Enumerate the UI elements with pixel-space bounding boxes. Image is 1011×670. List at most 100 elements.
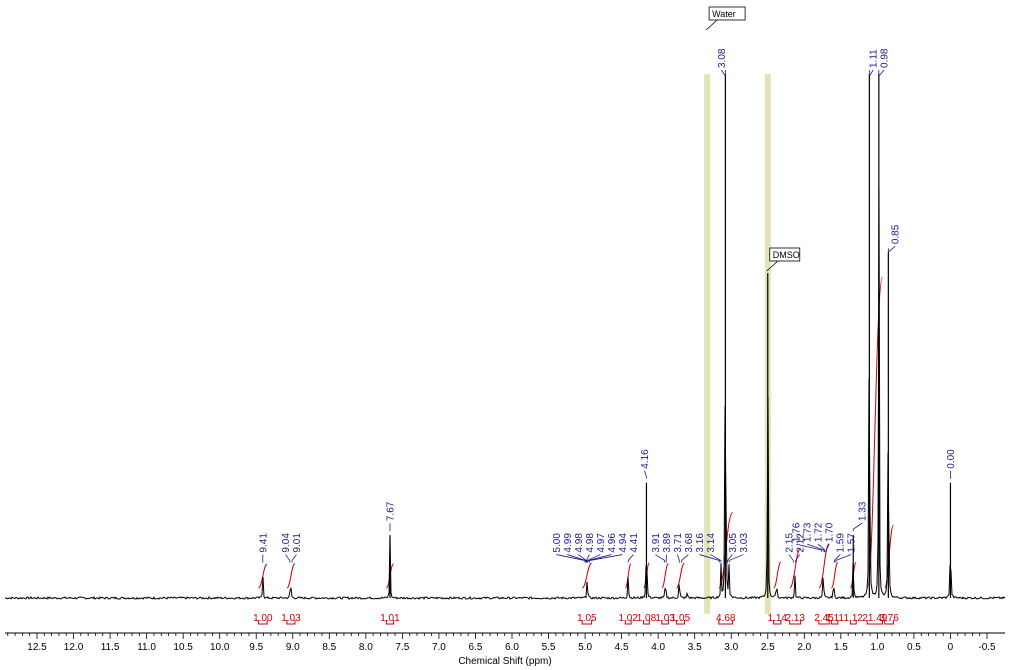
integral-bracket-6 [661,620,669,625]
peak-label: 9.01 [292,533,303,553]
leader-diag-30 [853,522,863,530]
leader-diag-11 [627,554,634,561]
leader-diag-5 [567,554,586,561]
x-tick-labels: 12.5 12.0 11.5 11.0 10.5 10.0 9.5 9.0 8.5 8.0 7.5 7… [27,642,996,653]
x-tick-label: -0.5 [978,642,996,653]
peak-label: 4.96 [607,533,618,553]
leader-diag-32 [878,69,885,77]
callout-label: DMSO [773,250,800,260]
x-tick-label: 4.5 [615,642,629,653]
integral-value: 1.01 [380,613,400,624]
peak-label: 4.94 [618,533,629,553]
peak-label: 2.12 [795,533,806,553]
x-tick-label: 9.0 [286,642,300,653]
spectrum-trace [4,74,1006,600]
x-tick-label: 7.5 [395,642,409,653]
leader-diag-17 [699,554,720,561]
peak-label: 1.59 [836,533,847,553]
leader-diag-23 [795,554,801,561]
peak-label: 4.16 [640,449,651,469]
leader-diag-16 [681,554,689,561]
integral-value: 2.45 [814,613,834,624]
leader-diag-6 [578,554,587,561]
x-tick-label: 0 [948,642,954,653]
peak-label: 1.72 [814,522,825,542]
integral-brackets [257,620,894,625]
integral-bracket-1 [286,620,296,625]
leader-diag-9 [587,554,612,561]
integral-value: 1.08 [637,613,657,624]
integral-bracket-5 [643,620,650,625]
x-tick-label: 3.0 [724,642,738,653]
peak-label: 4.98 [574,533,585,553]
peak-label: 3.14 [706,533,717,553]
integral-curve-4 [624,563,632,589]
integral-value: 1.03 [655,613,675,624]
integral-value: 1.03 [281,613,301,624]
peak-label: 4.98 [585,533,596,553]
integral-bracket-13 [849,620,857,625]
callout-leader [705,19,718,31]
peak-label: 3.16 [695,533,706,553]
peak-label: 1.57 [847,533,858,553]
peak-label: 3.91 [651,533,662,553]
integral-value: 1.05 [577,613,597,624]
leader-diag-1 [285,554,291,561]
peak-label: 3.05 [728,533,739,553]
peak-label: 3.71 [673,533,684,553]
x-tick-label: 4.0 [651,642,665,653]
integral-curve-1 [286,563,296,589]
peak-label: 0.85 [891,224,902,244]
leader-diag-28 [833,554,841,561]
leader-diag-2 [291,554,297,561]
leader-diag-7 [586,554,590,561]
integral-bracket-15 [884,620,894,625]
integral-value: 1.12 [844,613,864,624]
peak-label: 1.70 [825,522,836,542]
integral-curve-3 [581,562,592,589]
peak-label: 1.11 [869,49,880,68]
x-tick-label: 2.5 [761,642,775,653]
peak-label: 0.00 [946,449,957,469]
peak-label: 2.15 [784,533,795,553]
integral-curve-11 [818,543,830,589]
integral-curve-10 [789,547,802,589]
x-tick-label: 12.5 [27,642,47,653]
leader-diag-25 [807,543,825,551]
x-tick-label: 10.5 [173,642,193,653]
x-tick-label: 8.0 [359,642,373,653]
integral-value: 21.49 [862,613,887,624]
integral-value: 1.00 [253,613,273,624]
x-axis [5,632,1005,639]
integral-value: 4.68 [716,613,736,624]
x-tick-label: 1.5 [834,642,848,653]
x-tick-label: 1.0 [870,642,884,653]
integral-bracket-10 [789,620,802,625]
peak-label: 1.76 [792,522,803,542]
x-tick-label: 6.0 [505,642,519,653]
leader-diag-27 [825,543,830,551]
solvent-band-0 [704,74,711,614]
x-tick-label: 11.0 [137,642,156,653]
integral-bracket-7 [675,620,685,625]
leader-diag-33 [888,245,896,253]
x-tick-label: 3.5 [688,642,702,653]
peak-label: 1.33 [858,501,869,521]
leader-diag-22 [788,554,794,561]
callout-label: Water [712,9,736,19]
x-tick-label: 5.5 [542,642,556,653]
peak-label: 5.00 [552,533,563,553]
peak-label: 4.97 [596,533,607,553]
peak-label-leaders [262,69,951,563]
leader-diag-4 [556,554,586,561]
integral-bracket-2 [385,620,395,625]
peak-label: 4.41 [629,533,640,553]
leader-diag-21 [728,554,744,561]
integral-value: 3.76 [879,613,899,624]
peak-label: 1.73 [803,522,814,542]
integral-value: 1.02 [618,613,638,624]
peak-label: 3.08 [717,48,728,68]
integral-bracket-11 [818,620,830,625]
leader-diag-15 [676,554,680,561]
callout-leader [766,260,779,272]
